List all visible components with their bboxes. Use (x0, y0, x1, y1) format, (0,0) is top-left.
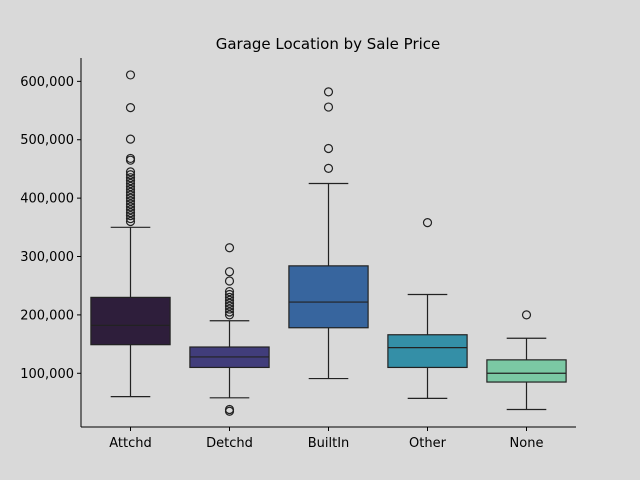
outlier-point (323, 143, 334, 154)
x-tick-label: Attchd (109, 436, 152, 451)
outlier-point (125, 205, 136, 215)
outlier-point (125, 196, 136, 206)
outlier-point (224, 298, 235, 308)
outlier-point (125, 103, 136, 113)
outlier-point (125, 178, 136, 189)
outlier-point (125, 193, 136, 203)
outlier-point (125, 199, 136, 209)
y-tick-label: 100,000 (20, 367, 74, 382)
outlier-point (125, 153, 136, 164)
y-tick-label: 500,000 (20, 133, 74, 148)
outlier-point (224, 404, 235, 415)
outlier-point (224, 286, 235, 297)
outlier-point (125, 176, 136, 186)
outlier-point (224, 307, 235, 317)
box-none (486, 359, 567, 383)
outlier-point (125, 190, 136, 200)
box-other (387, 334, 468, 369)
outlier-point (125, 211, 136, 221)
outlier-point (323, 87, 334, 97)
outlier-point (224, 243, 235, 253)
box-group-builtin (288, 87, 369, 380)
outlier-point (125, 213, 136, 224)
outlier-point (224, 295, 235, 305)
axes: 100,000 200,000 300,000 400,000 500,000 600,0… (20, 58, 576, 451)
outlier-point (224, 304, 235, 314)
outlier-point (224, 289, 235, 300)
outlier-point (224, 301, 235, 311)
outlier-point (224, 267, 235, 277)
outlier-point (125, 173, 136, 183)
outlier-point (125, 167, 136, 177)
outlier-point (125, 187, 136, 197)
outlier-point (422, 218, 433, 228)
x-tick-label: Detchd (206, 436, 253, 451)
outlier-point (224, 310, 235, 320)
x-tick-label: BuiltIn (308, 436, 350, 451)
outlier-point (323, 102, 334, 112)
outlier-point (521, 310, 532, 320)
outlier-point (125, 134, 136, 144)
box-attchd (90, 296, 171, 346)
x-tick-label: Other (409, 436, 447, 451)
outlier-point (224, 292, 235, 302)
y-tick-label: 400,000 (20, 192, 74, 207)
box-group-detchd (189, 243, 270, 416)
outlier-point (125, 208, 136, 218)
box-group-attchd (90, 70, 171, 398)
outlier-point (323, 163, 334, 173)
x-tick-label: None (510, 436, 544, 451)
outlier-point (125, 202, 136, 212)
y-tick-label: 600,000 (20, 75, 74, 90)
outlier-point (125, 216, 136, 227)
box-builtin (288, 265, 369, 329)
box-group-none (486, 310, 567, 411)
y-tick-label: 300,000 (20, 250, 74, 265)
outlier-point (125, 184, 136, 194)
y-tick-label: 200,000 (20, 308, 74, 323)
outlier-point (224, 276, 235, 286)
outlier-point (125, 70, 136, 80)
outlier-point (125, 181, 136, 192)
plot-area (90, 70, 567, 416)
outlier-point (125, 170, 136, 180)
box-group-other (387, 218, 468, 399)
chart-title: Garage Location by Sale Price (216, 35, 441, 53)
